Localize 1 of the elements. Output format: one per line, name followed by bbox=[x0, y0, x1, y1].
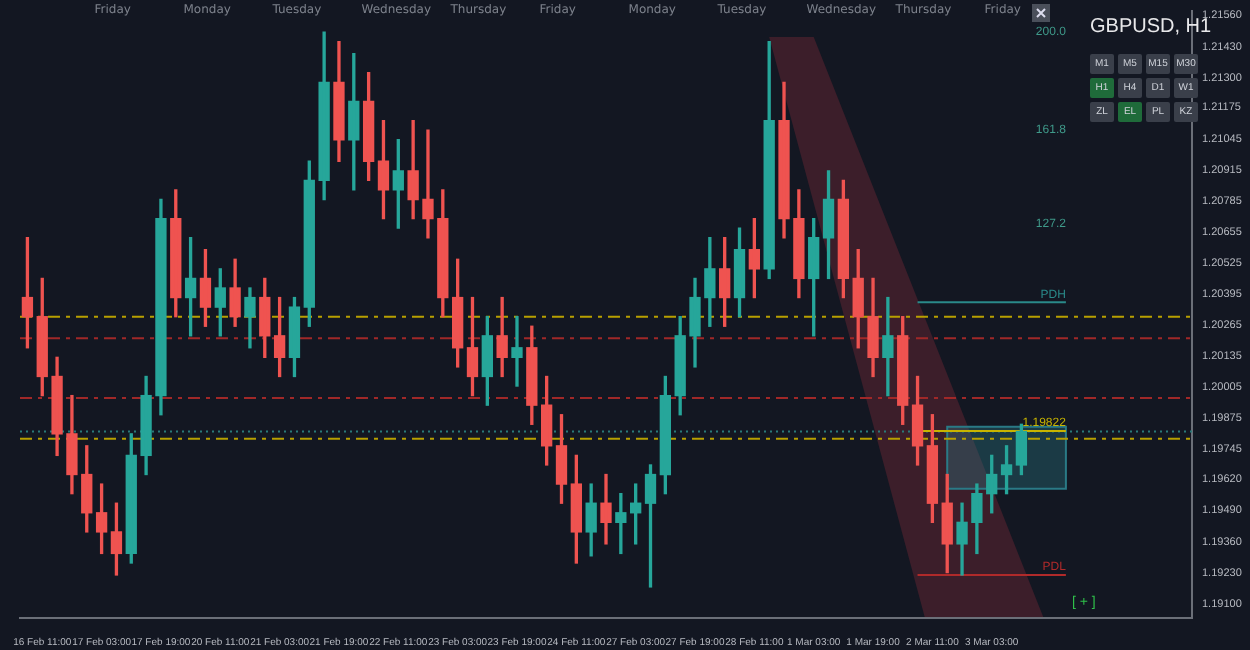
chart-title: GBPUSD, H1 bbox=[1090, 16, 1212, 38]
